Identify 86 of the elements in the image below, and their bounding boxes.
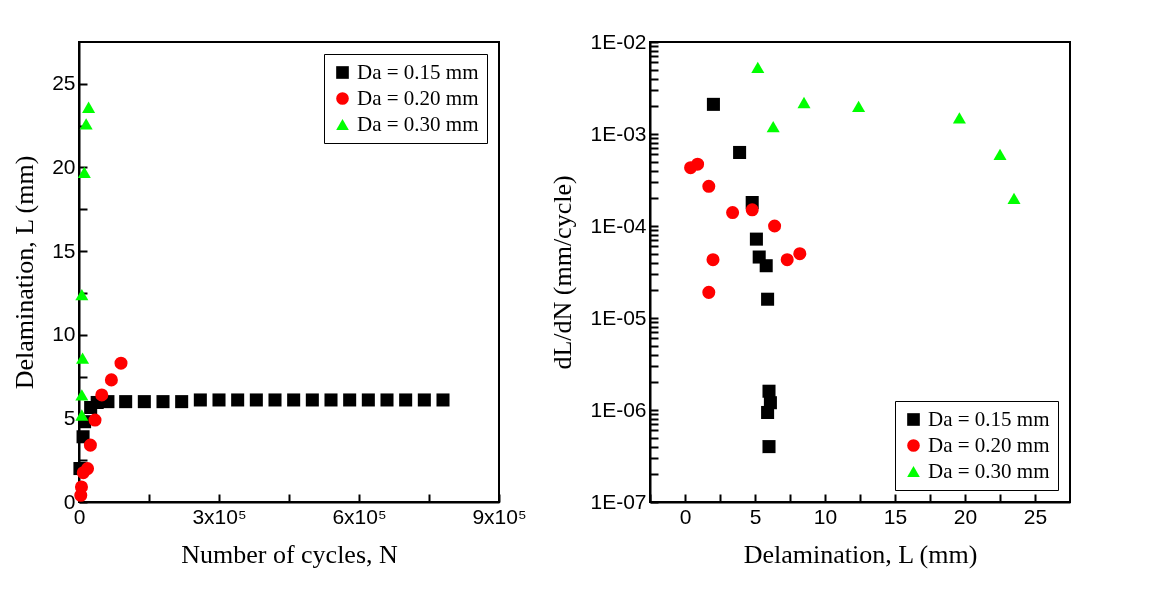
y-tick-label: 1E-04	[590, 213, 647, 237]
point	[952, 112, 966, 124]
point	[83, 438, 97, 452]
y-axis-title: Delamination, L (mm)	[10, 155, 40, 390]
x-axis-title: Number of cycles, N	[181, 539, 399, 569]
point	[702, 179, 716, 193]
point	[74, 480, 88, 494]
point	[268, 393, 282, 407]
point	[706, 253, 720, 267]
point	[417, 393, 431, 407]
point	[761, 405, 775, 419]
point	[399, 393, 413, 407]
point	[175, 395, 189, 409]
x-axis-title: Delamination, L (mm)	[743, 539, 978, 569]
point	[77, 166, 91, 179]
legend-label: Da = 0.30 mm	[928, 458, 1050, 483]
x-tick-label: 10	[813, 504, 838, 528]
point	[114, 356, 128, 370]
y-tick-label: 1E-02	[590, 29, 647, 53]
point	[380, 393, 394, 407]
point	[759, 259, 773, 273]
x-tick-label: 3x10⁵	[192, 504, 247, 528]
point	[104, 373, 118, 387]
legend-label: Da = 0.30 mm	[357, 111, 479, 136]
point	[88, 413, 102, 427]
point	[75, 288, 89, 301]
point	[766, 121, 780, 133]
x-tick-label: 25	[1023, 504, 1048, 528]
point	[79, 118, 93, 130]
y-tick-label: 1E-06	[590, 397, 647, 421]
point	[749, 232, 763, 246]
legend-label: Da = 0.15 mm	[928, 406, 1050, 431]
point	[81, 462, 95, 476]
point	[726, 206, 740, 220]
x-tick-label: 5	[749, 504, 762, 528]
point	[212, 393, 226, 407]
point	[762, 440, 776, 454]
point	[156, 395, 170, 409]
point	[137, 395, 151, 409]
point	[706, 97, 720, 111]
point	[119, 395, 133, 409]
point	[287, 393, 301, 407]
legend-label: Da = 0.20 mm	[928, 432, 1050, 457]
y-tick-label: 25	[52, 71, 76, 95]
point	[768, 219, 782, 233]
point	[793, 247, 807, 261]
point	[436, 393, 450, 407]
y-tick-label: 0	[63, 489, 76, 513]
y-tick-label: 20	[52, 154, 76, 178]
point	[761, 292, 775, 306]
y-tick-label: 5	[63, 405, 76, 429]
point	[361, 393, 375, 407]
point	[751, 61, 765, 74]
legend-label: Da = 0.20 mm	[357, 85, 479, 110]
point	[249, 393, 263, 407]
x-tick-label: 9x10⁵	[472, 504, 527, 528]
point	[343, 393, 357, 407]
y-tick-label: 1E-03	[590, 121, 647, 145]
x-tick-label: 6x10⁵	[332, 504, 387, 528]
point	[75, 389, 89, 401]
point	[993, 148, 1007, 161]
point	[193, 393, 207, 407]
point	[75, 409, 89, 421]
point	[324, 393, 338, 407]
point	[1007, 192, 1021, 204]
x-tick-label: 0	[679, 504, 692, 528]
point	[76, 352, 90, 364]
point	[852, 100, 866, 112]
point	[305, 393, 319, 407]
x-tick-label: 20	[953, 504, 978, 528]
legend-label: Da = 0.15 mm	[357, 59, 479, 84]
x-tick-label: 15	[883, 504, 908, 528]
y-axis-title: dL/dN (mm/cycle)	[548, 175, 578, 370]
point	[691, 157, 705, 171]
point	[231, 393, 245, 407]
point	[780, 253, 794, 267]
point	[82, 101, 96, 113]
point	[702, 285, 716, 299]
y-tick-label: 10	[52, 322, 76, 346]
point	[797, 96, 811, 109]
point	[733, 145, 747, 159]
point	[745, 203, 759, 217]
y-tick-label: 15	[52, 238, 76, 262]
y-tick-label: 1E-07	[590, 489, 647, 513]
point	[95, 388, 109, 402]
y-tick-label: 1E-05	[590, 305, 647, 329]
